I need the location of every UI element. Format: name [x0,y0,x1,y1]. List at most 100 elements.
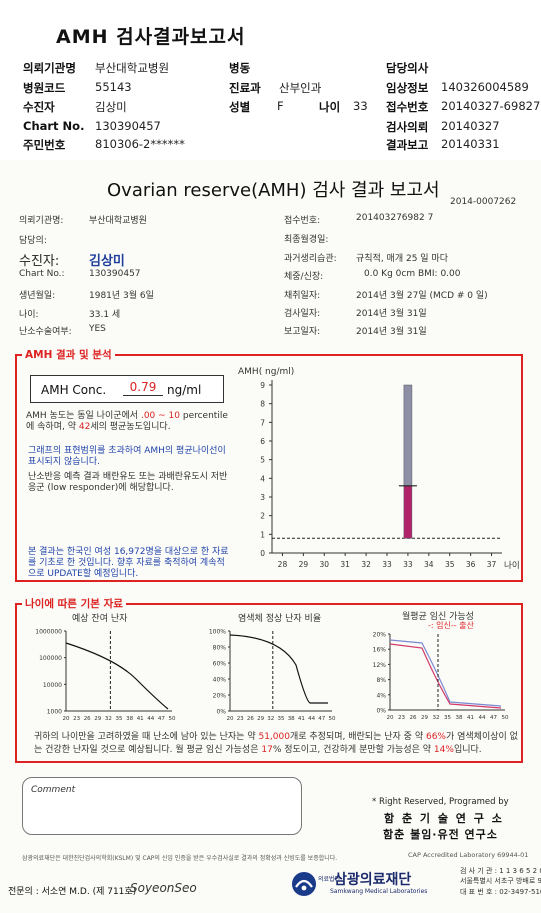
report-title: Ovarian reserve(AMH) 검사 결과 보고서 [107,180,440,201]
x-tick-label: 23 [237,716,244,722]
field-value: 김상미 [95,100,127,114]
chart-title: AMH( ng/ml) [238,367,294,377]
lab-code: 검 사 기 관 : 1 1 3 6 5 2 0 0 [460,867,541,875]
cap-accreditation: CAP Accredited Laboratory 69944-01 [408,851,529,859]
amh-result-section [15,354,523,582]
x-tick-label: 44 [308,716,315,722]
amh-concentration-box: AMH Conc. 0.79 ng/ml [30,375,224,403]
equivalent-age: 42 [78,422,91,432]
x-tick-label: 35 [445,560,455,569]
text-fragment: 세의 평균농도입니다. [90,422,171,432]
field-value: 55143 [95,80,132,94]
text-fragment: 귀하의 나이만을 고려하였을 때 난소에 남아 있는 난자는 약 [34,732,256,742]
field-label: 수진자 [23,100,55,114]
x-tick-label: 41 [137,716,144,722]
y-tick-label: 20% [213,693,227,700]
comment-box: Comment [22,777,302,835]
certification-text: 삼광의료재단은 대한진단검사의학회(KSLM) 및 CAP의 신임 인증을 받은… [22,855,338,862]
amh-graph-note: 그래프의 표현범위를 초과하여 AMH의 평균나이선이 표시되지 않습니다. [28,446,226,467]
lab-phone: 대 표 번 호 : 02-3497-5100 [460,888,541,896]
y-tick-label: 60% [213,661,227,668]
patient-name: 김상미 [89,254,125,269]
delivery-line [389,643,502,709]
header-label: 나이: [19,310,39,320]
field-value: 부산대학교병원 [95,61,170,75]
y-tick-label: 5 [260,456,265,465]
x-tick-label: 33 [382,560,392,569]
chart-legend: -: 임신-- 출산 [428,621,474,630]
x-tick-label: 35 [116,716,123,722]
field-label: 병원코드 [23,81,66,95]
amh-response-note: 난소반응 예측 결과 배란유도 또는 과배란유도시 저반응군 (low resp… [28,472,228,493]
header-label: 담당의: [19,236,47,246]
header-label: Chart No.: [19,269,65,279]
amh-section-title: AMH 결과 및 분석 [22,347,115,362]
report-sheet: Ovarian reserve(AMH) 검사 결과 보고서 2014-0007… [0,160,541,913]
header-label: 과거생리습관: [284,254,337,264]
rights-text: * Right Reserved, Programed by [372,797,509,807]
y-tick-label: 40% [213,677,227,684]
x-tick-label: 44 [479,715,486,721]
field-value: 산부인과 [279,81,322,95]
field-label: 담당의사 [386,61,429,75]
header-value: 130390457 [89,269,141,279]
header-value: YES [89,324,106,334]
normal-egg-percent: 66% [425,732,446,742]
y-tick-label: 0 [260,549,265,558]
header-label: 난소수술여부: [19,327,72,337]
x-tick-label: 23 [73,716,80,722]
brand-english: Samkwang Medical Laboratories [330,888,428,895]
field-value: 33 [353,99,368,113]
x-tick-label: 50 [502,715,509,721]
report-number: 2014-0007262 [450,197,517,207]
pregnancy-line [389,639,502,707]
y-tick-label: 3 [260,493,265,502]
field-label: 임상정보 [386,81,429,95]
header-value: 0.0 Kg 0cm BMI: 0.00 [364,269,461,279]
samkwang-logo-icon [292,872,316,896]
x-tick-label: 38 [288,716,295,722]
x-tick-label: 28 [278,560,288,569]
x-tick-label: 32 [105,716,112,722]
header-label: 의뢰기관명: [19,216,64,226]
y-tick-label: 2 [260,512,265,521]
x-tick-label: 38 [126,716,133,722]
age-section-title: 나이에 따른 기본 자료 [22,596,126,611]
x-tick-label: 44 [147,716,154,722]
pregnancy-chance-chart: 20% 16% 12% 8% 4% 0%20 23 26 29 32 35 38 41 44 47 50 [373,632,509,722]
y-tick-label: 8 [260,400,265,409]
field-label: 결과보고 [386,138,429,152]
y-tick-label: 4 [260,474,265,483]
x-tick-label: 35 [444,715,451,721]
field-label: Chart No. [23,119,85,133]
text-fragment: 가 염색체이상이 없는 건강한 난자일 것으로 예상됩니다. 월 평균 임신 가… [34,732,518,755]
x-tick-label: 41 [298,716,305,722]
trend-line [229,634,328,704]
header-value: 33.1 세 [89,310,121,320]
institute-name: 함 춘 기 술 연 구 소 [384,812,504,825]
text-fragment: percentile에 속하며, 약 [26,411,228,432]
x-tick-label: 29 [94,716,101,722]
amh-data-note: 본 결과는 한국인 여성 16,972명을 대상으로 한 자료를 기초로 한 것… [28,547,229,579]
x-tick-label: 47 [158,716,165,722]
x-tick-label: 20 [227,716,234,722]
summary-header: AMH 검사결과보고서 의뢰기관명 부산대학교병원 병원코드 55143 수진자… [0,0,541,160]
normal-eggs-chart: 100% 80% 60% 40% 20% 0%20 23 26 29 32 35 38 41 44 47 50 [209,629,336,723]
text-fragment: 약 [414,732,424,742]
x-tick-label: 35 [278,716,285,722]
header-value: 규칙적, 매개 25 일 마다 [356,254,448,264]
x-tick-label: 34 [424,560,434,569]
y-tick-label: 0% [376,708,386,715]
field-label: 나이 [319,100,341,114]
lab-address: 서울특별시 서초구 방배로 9-60 [460,877,541,885]
range-bar [403,485,413,539]
header-value: 1981년 3월 6일 [89,291,154,301]
field-value: 20140331 [441,137,500,151]
y-tick-label: 1000 [47,709,62,716]
text-fragment: 건강하게 분만할 가능성은 약 [323,745,432,755]
x-tick-label: 23 [398,715,405,721]
field-label: 검사의뢰 [386,120,429,134]
header-label: 보고일자: [284,327,321,337]
field-value: 20140327 [441,119,500,133]
